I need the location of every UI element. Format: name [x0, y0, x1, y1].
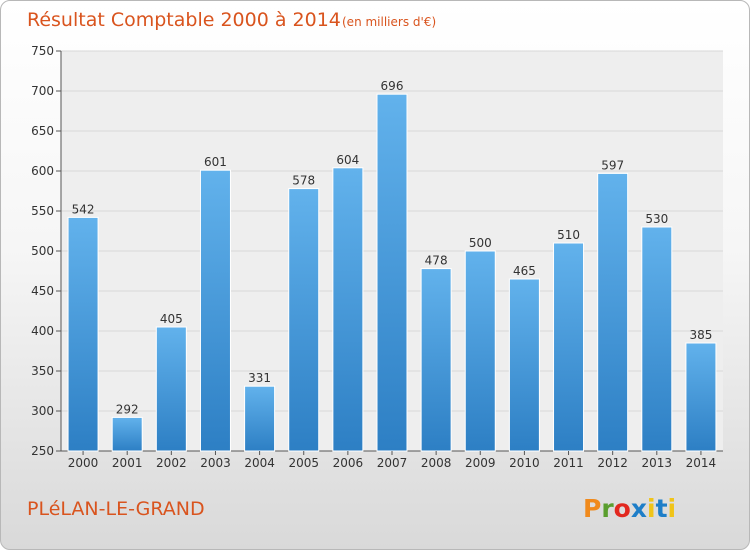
y-tick-label: 400: [31, 324, 54, 338]
y-tick-label: 600: [31, 164, 54, 178]
bar-value-label: 601: [204, 155, 227, 169]
bar-value-label: 510: [557, 228, 580, 242]
bar: [332, 167, 364, 452]
bar-value-label: 597: [601, 158, 624, 172]
bar: [508, 278, 540, 452]
bar: [420, 268, 452, 452]
bar-value-label: 578: [292, 174, 315, 188]
chart-subtitle: (en milliers d'€): [342, 15, 436, 29]
bar-value-label: 478: [425, 254, 448, 268]
chart-title: Résultat Comptable 2000 à 2014: [27, 9, 341, 31]
y-tick-label: 550: [31, 204, 54, 218]
logo-letter: o: [614, 494, 631, 523]
bar: [464, 250, 496, 452]
bar: [288, 188, 320, 452]
logo-letter: P: [583, 494, 601, 523]
y-tick-label: 250: [31, 444, 54, 458]
bar-value-label: 696: [381, 79, 404, 93]
x-tick-label: 2002: [156, 456, 187, 470]
x-tick-label: 2004: [244, 456, 275, 470]
logo-letter: i: [668, 494, 677, 523]
bar: [597, 172, 629, 452]
bar-value-label: 405: [160, 312, 183, 326]
plot-area: 250 300 350 400 450 500 550 600 650 700 750 542 2000…: [31, 44, 723, 470]
y-tick-label: 450: [31, 284, 54, 298]
commune-name: PLéLAN-LE-GRAND: [27, 498, 205, 520]
bar: [376, 93, 408, 452]
x-tick-label: 2010: [509, 456, 540, 470]
bar: [641, 226, 673, 452]
x-tick-label: 2006: [333, 456, 364, 470]
x-tick-label: 2011: [553, 456, 584, 470]
y-tick-label: 350: [31, 364, 54, 378]
logo-letter: i: [647, 494, 656, 523]
bar: [199, 169, 231, 452]
x-tick-label: 2005: [288, 456, 319, 470]
bar-value-label: 385: [689, 328, 712, 342]
x-tick-label: 2000: [68, 456, 99, 470]
bar: [155, 326, 187, 452]
logo-letter: t: [656, 494, 668, 523]
x-tick-label: 2001: [112, 456, 143, 470]
bar-value-label: 530: [645, 212, 668, 226]
bar-value-label: 465: [513, 264, 536, 278]
logo-letter: r: [601, 494, 614, 523]
x-tick-label: 2012: [597, 456, 628, 470]
y-tick-label: 500: [31, 244, 54, 258]
logo-letter: x: [631, 494, 647, 523]
y-tick-label: 700: [31, 84, 54, 98]
bar: [111, 416, 143, 452]
x-tick-label: 2013: [642, 456, 673, 470]
bar: [244, 385, 276, 452]
bar-value-label: 292: [116, 402, 139, 416]
bar: [685, 342, 717, 452]
bar: [67, 216, 99, 452]
bar-value-label: 542: [72, 202, 95, 216]
y-tick-label: 300: [31, 404, 54, 418]
bar-value-label: 331: [248, 371, 271, 385]
bar-value-label: 500: [469, 236, 492, 250]
x-tick-label: 2014: [686, 456, 717, 470]
y-tick-label: 650: [31, 124, 54, 138]
x-tick-label: 2003: [200, 456, 231, 470]
x-tick-label: 2007: [377, 456, 408, 470]
bar-value-label: 604: [336, 153, 359, 167]
x-tick-label: 2008: [421, 456, 452, 470]
y-tick-label: 750: [31, 44, 54, 58]
proxiti-logo: Proxiti: [583, 494, 676, 523]
bar: [553, 242, 585, 452]
x-tick-label: 2009: [465, 456, 496, 470]
